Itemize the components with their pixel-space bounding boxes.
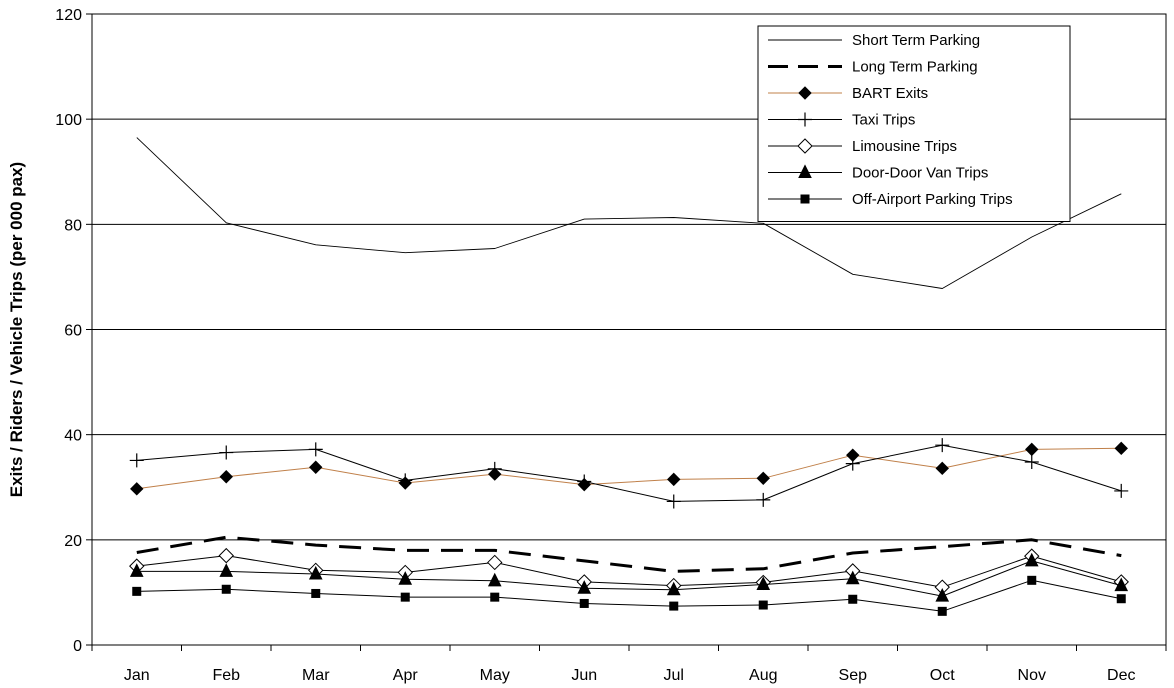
data-point-door-door-van-trips [308, 565, 323, 580]
series-short-term-parking [136, 137, 1122, 289]
data-point-taxi-trips [219, 445, 234, 460]
data-point-off-airport-parking-trips [669, 601, 679, 611]
y-axis-ticks: 0 20 40 60 80 100 120 [55, 7, 92, 655]
legend-label-limousine-trips: Limousine Trips [852, 138, 957, 155]
data-point-off-airport-parking-trips [311, 588, 321, 598]
x-tick-label: Nov [1018, 667, 1046, 684]
data-point-taxi-trips [577, 474, 592, 489]
y-tick-label: 60 [64, 323, 82, 340]
data-point-taxi-trips [666, 494, 681, 509]
y-axis-label: Exits / Riders / Vehicle Trips (per 000 … [7, 162, 26, 497]
data-point-off-airport-parking-trips [221, 584, 231, 594]
data-point-taxi-trips [845, 456, 860, 471]
data-point-taxi-trips [935, 438, 950, 453]
y-tick-label: 20 [64, 533, 82, 550]
data-point-door-door-van-trips [1024, 552, 1039, 567]
series-line-long-term-parking [136, 535, 1122, 573]
x-tick-label: Feb [212, 667, 240, 684]
y-tick-label: 100 [55, 112, 82, 129]
legend-label-off-airport-parking-trips: Off-Airport Parking Trips [852, 191, 1013, 208]
data-point-bart-exits [1025, 442, 1039, 457]
data-point-door-door-van-trips [398, 571, 413, 585]
data-point-taxi-trips [398, 473, 413, 488]
data-point-bart-exits [130, 482, 144, 496]
series-long-term-parking [136, 535, 1122, 573]
data-point-door-door-van-trips [487, 572, 502, 587]
data-point-bart-exits [667, 472, 681, 487]
data-point-limousine-trips [218, 547, 234, 564]
data-point-bart-exits [309, 460, 323, 474]
data-point-bart-exits [1114, 441, 1128, 456]
series-limousine-trips [129, 547, 1129, 595]
series-off-airport-parking-trips [132, 575, 1126, 616]
data-point-off-airport-parking-trips [400, 592, 410, 602]
data-point-off-airport-parking-trips [132, 586, 142, 596]
x-tick-label: Jan [124, 667, 150, 684]
series-line-off-airport-parking-trips [136, 579, 1122, 612]
series-line-bart-exits [136, 447, 1122, 490]
data-point-limousine-trips [487, 554, 503, 571]
y-tick-label: 0 [73, 638, 82, 655]
data-point-door-door-van-trips [219, 563, 234, 577]
data-point-door-door-van-trips [1114, 577, 1129, 592]
legend-marker-off-airport-parking-trips [800, 194, 810, 204]
y-tick-label: 120 [55, 7, 82, 24]
data-point-door-door-van-trips [845, 570, 860, 585]
legend-marker-bart-exits [798, 86, 812, 100]
x-tick-label: May [480, 667, 510, 684]
legend-label-taxi-trips: Taxi Trips [852, 112, 915, 129]
legend-marker-door-door-van-trips [798, 164, 812, 178]
legend-label-bart-exits: BART Exits [852, 85, 928, 102]
data-point-taxi-trips [129, 453, 144, 468]
y-tick-label: 80 [64, 217, 82, 234]
data-point-taxi-trips [487, 461, 502, 476]
y-tick-label: 40 [64, 428, 82, 445]
series-taxi-trips [129, 438, 1129, 509]
legend-marker-limousine-trips [797, 138, 813, 154]
legend-label-door-door-van-trips: Door-Door Van Trips [852, 165, 988, 182]
data-point-taxi-trips [756, 492, 771, 507]
legend-label-short-term-parking: Short Term Parking [852, 32, 980, 49]
data-point-door-door-van-trips [577, 580, 592, 594]
data-point-taxi-trips [1114, 483, 1129, 498]
series-line-taxi-trips [136, 444, 1122, 502]
data-point-bart-exits [935, 461, 949, 476]
x-tick-label: Dec [1107, 667, 1135, 684]
data-point-door-door-van-trips [935, 587, 950, 602]
x-tick-label: Sep [839, 667, 868, 684]
data-point-off-airport-parking-trips [1116, 594, 1126, 604]
data-point-bart-exits [756, 471, 770, 486]
x-tick-label: Jul [664, 667, 684, 684]
series-line-limousine-trips [136, 555, 1122, 588]
series-door-door-van-trips [129, 552, 1129, 602]
data-point-off-airport-parking-trips [1027, 575, 1037, 585]
data-point-off-airport-parking-trips [579, 598, 589, 608]
legend-box [757, 25, 1071, 222]
x-tick-label: Oct [930, 667, 955, 684]
data-point-door-door-van-trips [666, 581, 681, 596]
legend-marker-taxi-trips [798, 112, 812, 127]
data-point-off-airport-parking-trips [848, 594, 858, 604]
series-line-short-term-parking [136, 137, 1122, 289]
legend: Short Term Parking Long Term Parking BART … [757, 25, 1071, 222]
legend-label-long-term-parking: Long Term Parking [852, 59, 978, 76]
data-point-taxi-trips [1024, 455, 1039, 470]
series-lines [129, 137, 1129, 616]
x-tick-label: Jun [571, 667, 597, 684]
x-axis-ticks: Jan Feb Mar Apr May Jun Jul Aug Sep Oct Nov Dec [91, 645, 1167, 684]
data-point-taxi-trips [308, 442, 323, 457]
x-tick-label: Apr [393, 667, 419, 684]
series-line-door-door-van-trips [136, 560, 1122, 597]
data-point-off-airport-parking-trips [490, 592, 500, 602]
x-tick-label: Aug [749, 667, 777, 684]
data-point-off-airport-parking-trips [758, 600, 768, 610]
data-point-door-door-van-trips [756, 576, 771, 591]
data-point-door-door-van-trips [129, 563, 144, 577]
data-point-bart-exits [219, 470, 233, 484]
x-tick-label: Mar [302, 667, 330, 684]
data-point-off-airport-parking-trips [937, 606, 947, 616]
